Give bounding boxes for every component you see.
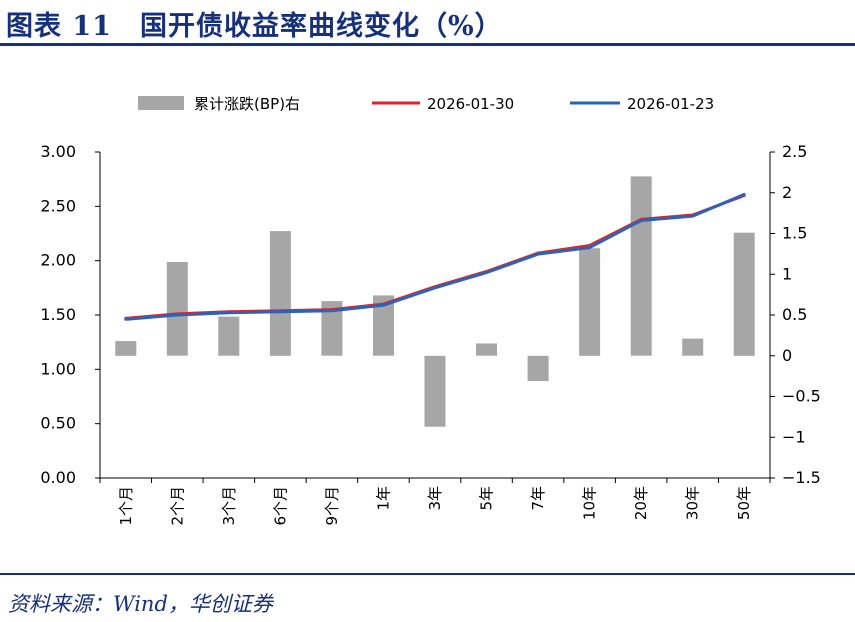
bar-10年 [579, 248, 601, 356]
bar-50年 [733, 232, 755, 356]
category-label: 9个月 [323, 486, 341, 526]
bar-3年 [424, 355, 446, 427]
category-label: 3个月 [220, 486, 238, 526]
right-tick-label: 0 [782, 346, 792, 365]
bar-9个月 [321, 301, 343, 356]
category-label: 2个月 [168, 486, 186, 526]
right-tick-label: 2.5 [782, 142, 807, 161]
right-tick-label: −1.5 [782, 468, 821, 487]
category-label: 3年 [426, 486, 444, 511]
bar-6个月 [269, 231, 291, 356]
right-tick-label: 2 [782, 183, 792, 202]
legend-label-line-1: 2026-01-30 [427, 95, 514, 113]
axis-labels: 0.00 0.50 1.00 1.50 2.00 2.50 3.00 −1.5 −1 −0.5 0 0… [40, 142, 820, 526]
category-label: 5年 [478, 486, 496, 511]
right-tick-label: 1.5 [782, 224, 807, 243]
legend-label-line-2: 2026-01-23 [627, 95, 714, 113]
footer-rule [0, 573, 855, 575]
category-label: 10年 [581, 486, 599, 520]
bar-series [115, 176, 755, 427]
category-label: 50年 [735, 486, 753, 520]
category-label: 1个月 [117, 486, 135, 526]
source-note: 资料来源：Wind，华创证券 [8, 592, 273, 616]
legend-swatch-bar [138, 96, 184, 110]
title-rule [0, 43, 855, 46]
bar-2个月 [166, 262, 188, 356]
chart-legend: 累计涨跌(BP)右 2026-01-30 2026-01-23 [138, 95, 714, 113]
line-series [124, 192, 746, 321]
chart-axes [95, 151, 775, 483]
left-tick-label: 2.50 [40, 196, 76, 215]
category-label: 6个月 [271, 486, 289, 526]
bar-7年 [527, 355, 549, 382]
bar-3个月 [218, 316, 240, 356]
left-tick-label: 1.00 [40, 359, 76, 378]
left-tick-label: 2.00 [40, 251, 76, 270]
bar-5年 [476, 343, 497, 356]
figure-title: 图表 11 国开债收益率曲线变化（%） [6, 11, 503, 42]
left-tick-label: 0.00 [40, 468, 76, 487]
left-tick-label: 1.50 [40, 305, 76, 324]
line-2026-01-23 [124, 192, 746, 321]
bar-1年 [373, 295, 394, 356]
yield-curve-chart: 累计涨跌(BP)右 2026-01-30 2026-01-23 0.000.501.… [40, 95, 820, 526]
category-label: 20年 [632, 486, 650, 520]
bar-1个月 [115, 341, 137, 356]
bar-20年 [630, 176, 652, 356]
right-tick-label: 1 [782, 264, 792, 283]
bar-30年 [682, 338, 704, 356]
left-tick-label: 0.50 [40, 414, 76, 433]
category-label: 30年 [684, 486, 702, 520]
category-label: 1年 [374, 486, 392, 511]
right-tick-label: −0.5 [782, 387, 821, 406]
right-tick-label: −1 [782, 427, 806, 446]
legend-label-bar: 累计涨跌(BP)右 [194, 95, 300, 113]
category-label: 7年 [529, 486, 547, 511]
left-tick-label: 3.00 [40, 142, 76, 161]
right-tick-label: 0.5 [782, 305, 807, 324]
